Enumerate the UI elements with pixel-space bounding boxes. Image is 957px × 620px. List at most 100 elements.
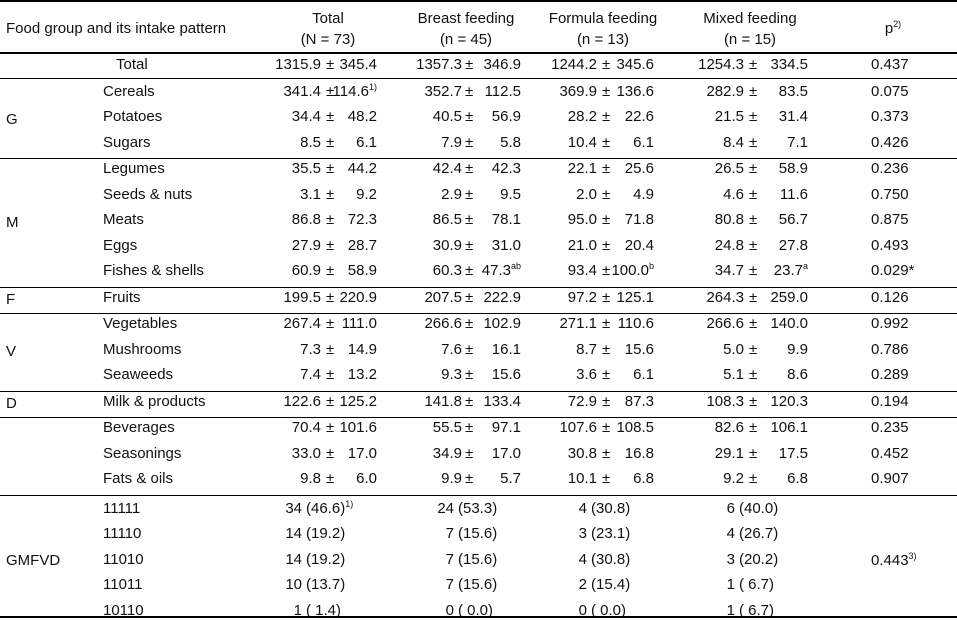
total-mean-0: 341.4 xyxy=(283,82,321,100)
formula-pm-13: ± xyxy=(602,419,611,436)
total-sd-5: 72.3 xyxy=(347,211,377,228)
mixed-mean-10: 5.0 xyxy=(723,340,744,358)
breast-mean-11: 9.3 xyxy=(441,366,462,383)
gmfvd-formula-pct-1: (23.1) xyxy=(591,525,631,542)
mixed-sd-8: 259.0 xyxy=(770,288,808,306)
formula-sd-1: 22.6 xyxy=(624,108,654,125)
breast-sd-15: 5.7 xyxy=(500,470,521,487)
formula-mean-14: 30.8 xyxy=(567,444,597,462)
header-p-value-superscript: 2) xyxy=(893,19,902,29)
gmfvd-formula-pct-0: (30.8) xyxy=(591,499,631,517)
total-pm-12: ± xyxy=(326,392,335,410)
gmfvd-mixed-pct-3: ( 6.7) xyxy=(739,576,775,593)
gmfvd-breast-n-4: 0 xyxy=(445,601,454,619)
total-sd-total: 345.4 xyxy=(339,56,377,73)
breast-sd-11: 15.6 xyxy=(491,366,521,383)
mixed-mean-8: 264.3 xyxy=(706,288,744,306)
formula-mean-13: 107.6 xyxy=(559,419,597,436)
p-value-1: 0.373 xyxy=(871,108,909,125)
group-code-V: V xyxy=(6,343,17,361)
breast-pm-2: ± xyxy=(465,133,474,151)
mixed-pm-4: ± xyxy=(749,185,758,203)
p-value-4: 0.750 xyxy=(871,185,909,203)
mixed-mean-5: 80.8 xyxy=(714,211,744,228)
formula-mean-6: 21.0 xyxy=(567,236,597,254)
formula-pm-3: ± xyxy=(602,160,611,177)
gmfvd-total-pct-0-superscript: 1) xyxy=(345,498,354,509)
mixed-pm-9: ± xyxy=(749,315,758,332)
gmfvd-formula-n-3: 2 xyxy=(578,576,587,593)
total-sd-10: 14.9 xyxy=(347,340,377,358)
gmfvd-pattern-3: 11011 xyxy=(103,576,143,593)
gmfvd-breast-pct-2: (15.6) xyxy=(458,550,498,568)
p-value-7: 0.029* xyxy=(871,262,915,279)
formula-mean-2: 10.4 xyxy=(567,133,597,151)
total-pm-8: ± xyxy=(326,288,335,306)
gmfvd-breast-pct-1: (15.6) xyxy=(458,525,498,542)
formula-sd-9: 110.6 xyxy=(617,315,654,332)
gmfvd-breast-pct-0: (53.3) xyxy=(458,499,498,517)
breast-sd-12: 133.4 xyxy=(483,392,521,410)
total-pm-10: ± xyxy=(326,340,335,358)
breast-mean-6: 30.9 xyxy=(432,236,462,254)
total-pm-6: ± xyxy=(326,236,335,254)
row-label-7: Fishes & shells xyxy=(103,262,204,279)
gmfvd-formula-n-4: 0 xyxy=(578,601,587,619)
row-label-5: Meats xyxy=(103,211,144,228)
formula-pm-11: ± xyxy=(602,366,611,383)
row-label-13: Beverages xyxy=(103,419,175,436)
total-pm-11: ± xyxy=(326,366,335,383)
p-value-3: 0.236 xyxy=(871,160,909,177)
gmfvd-formula-n-1: 3 xyxy=(578,525,587,542)
formula-mean-10: 8.7 xyxy=(576,340,597,358)
mixed-sd-14: 17.5 xyxy=(778,444,808,462)
row-label-2: Sugars xyxy=(103,133,151,151)
total-pm-4: ± xyxy=(326,185,335,203)
breast-mean-2: 7.9 xyxy=(441,133,462,151)
total-mean-14: 33.0 xyxy=(291,444,321,462)
formula-pm-0: ± xyxy=(602,82,611,100)
header-formula-feeding-count: (n = 13) xyxy=(576,31,630,48)
breast-sd-8: 222.9 xyxy=(483,288,521,306)
row-label-9: Vegetables xyxy=(103,315,178,332)
formula-sd-3: 25.6 xyxy=(624,160,654,177)
formula-pm-15: ± xyxy=(602,470,611,487)
total-pm-5: ± xyxy=(326,211,335,228)
breast-pm-total: ± xyxy=(465,56,474,73)
mixed-mean-12: 108.3 xyxy=(706,392,744,410)
formula-mean-4: 2.0 xyxy=(576,185,597,203)
row-label-3: Legumes xyxy=(103,160,165,177)
formula-sd-13: 108.5 xyxy=(616,419,654,436)
mixed-pm-11: ± xyxy=(749,366,758,383)
breast-mean-5: 86.5 xyxy=(432,211,462,228)
mixed-sd-total: 334.5 xyxy=(770,56,808,73)
formula-mean-8: 97.2 xyxy=(567,288,597,306)
breast-sd-7: 47.3ab xyxy=(481,261,521,280)
formula-pm-12: ± xyxy=(602,392,611,410)
gmfvd-breast-n-1: 7 xyxy=(445,525,454,542)
mixed-mean-7: 34.7 xyxy=(714,262,744,279)
header-p-value: p2) xyxy=(884,19,902,38)
total-pm-13: ± xyxy=(326,419,335,436)
gmfvd-total-n-4: 1 xyxy=(293,601,302,619)
group-rule-0 xyxy=(0,158,957,159)
formula-sd-2: 6.1 xyxy=(633,133,654,151)
mixed-pm-8: ± xyxy=(749,288,758,306)
row-label-15: Fats & oils xyxy=(103,470,174,487)
formula-pm-5: ± xyxy=(602,211,611,228)
formula-sd-8: 125.1 xyxy=(616,288,654,306)
group-code-M: M xyxy=(6,213,19,231)
gmfvd-mixed-n-1: 4 xyxy=(726,525,735,542)
formula-mean-5: 95.0 xyxy=(567,211,597,228)
gmfvd-formula-pct-4: ( 0.0) xyxy=(591,601,627,619)
gmfvd-total-pct-2: (19.2) xyxy=(306,550,346,568)
total-rule xyxy=(0,78,957,79)
mixed-sd-10: 9.9 xyxy=(787,340,808,358)
formula-pm-4: ± xyxy=(602,185,611,203)
total-pm-2: ± xyxy=(326,133,335,151)
p-value-11: 0.289 xyxy=(871,366,909,383)
gmfvd-label: GMFVD xyxy=(6,552,61,570)
total-mean-total: 1315.9 xyxy=(275,56,321,73)
total-pm-3: ± xyxy=(326,160,335,177)
mixed-mean-total: 1254.3 xyxy=(698,56,744,73)
